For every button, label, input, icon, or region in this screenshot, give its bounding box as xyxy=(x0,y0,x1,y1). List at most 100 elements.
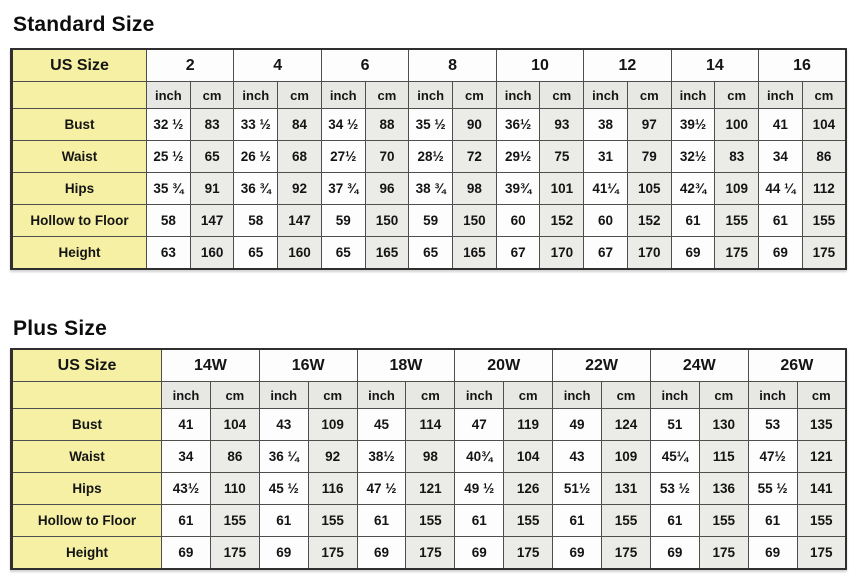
value-cell-cm: 88 xyxy=(364,108,410,141)
value-cell-inch: 32 ½ xyxy=(146,108,191,141)
value-cell-inch: 63 xyxy=(146,236,191,270)
corner-cell-us-size: US Size xyxy=(11,48,147,82)
value-cell-inch: 53 ½ xyxy=(649,472,700,505)
value-cell-cm: 115 xyxy=(698,440,749,473)
value-cell-cm: 175 xyxy=(503,536,554,570)
value-cell-cm: 75 xyxy=(539,140,585,173)
value-cell-inch: 32½ xyxy=(670,140,716,173)
value-cell-inch: 45 ½ xyxy=(258,472,309,505)
value-cell-cm: 121 xyxy=(796,440,847,473)
value-cell-inch: 47½ xyxy=(747,440,798,473)
value-cell-inch: 34 xyxy=(161,440,211,473)
row-label-cell: Hips xyxy=(11,472,162,505)
value-cell-cm: 131 xyxy=(601,472,651,505)
value-cell-cm: 155 xyxy=(801,204,847,237)
value-cell-inch: 41 xyxy=(161,408,211,441)
corner-spacer-cell xyxy=(11,381,162,409)
size-header-cell: 20W xyxy=(454,348,554,382)
value-cell-cm: 98 xyxy=(405,440,456,473)
measurement-row: Hips 35 ¾ 91 36 ¾ 92 37 ¾ 96 38 ¾ 98 39¾ 101 41¼ 105… xyxy=(11,172,847,205)
unit-header-cm-cell: cm xyxy=(209,381,260,409)
row-label-cell: Hollow to Floor xyxy=(11,204,147,237)
unit-header-cm-cell: cm xyxy=(796,381,847,409)
size-header-cell: 16W xyxy=(258,348,358,382)
value-cell-cm: 141 xyxy=(796,472,847,505)
value-cell-cm: 100 xyxy=(714,108,760,141)
measurement-row: Bust 41 104 43 109 45 114 47 119 49 124 51 130 53 135 xyxy=(11,408,847,441)
size-table: US Size 14W 16W 18W 20W 22W 24W 26W inch cm inch cm… xyxy=(10,348,847,570)
value-cell-inch: 51 xyxy=(649,408,700,441)
unit-header-inch-cell: inch xyxy=(233,81,279,109)
size-header-cell: 26W xyxy=(747,348,847,382)
value-cell-cm: 130 xyxy=(698,408,749,441)
unit-header-cm-cell: cm xyxy=(601,381,651,409)
unit-header-cm-cell: cm xyxy=(801,81,847,109)
value-cell-inch: 45¼ xyxy=(649,440,700,473)
value-cell-inch: 65 xyxy=(233,236,279,270)
value-cell-inch: 53 xyxy=(747,408,798,441)
value-cell-cm: 110 xyxy=(209,472,260,505)
row-label-cell: Waist xyxy=(11,440,162,473)
measurement-row: Height 69 175 69 175 69 175 69 175 69 175 69 175 69 17… xyxy=(11,536,847,570)
value-cell-inch: 38½ xyxy=(356,440,407,473)
measurement-row: Waist 25 ½ 65 26 ½ 68 27½ 70 28½ 72 29½ 75 31 79 32½ 8… xyxy=(11,140,847,173)
value-cell-cm: 175 xyxy=(405,536,456,570)
measurement-row: Waist 34 86 36 ¼ 92 38½ 98 40¾ 104 43 109 45¼ 115 47½… xyxy=(11,440,847,473)
value-cell-inch: 36 ¼ xyxy=(258,440,309,473)
value-cell-inch: 65 xyxy=(408,236,454,270)
unit-header-inch-cell: inch xyxy=(495,81,541,109)
corner-cell-us-size: US Size xyxy=(11,348,162,382)
value-cell-cm: 68 xyxy=(277,140,322,173)
row-label-cell: Hollow to Floor xyxy=(11,504,162,537)
value-cell-cm: 175 xyxy=(714,236,760,270)
value-cell-inch: 61 xyxy=(649,504,700,537)
value-cell-cm: 126 xyxy=(503,472,554,505)
value-cell-inch: 31 xyxy=(583,140,628,173)
value-cell-cm: 147 xyxy=(189,204,235,237)
value-cell-inch: 69 xyxy=(552,536,603,570)
measurement-row: Hips 43½ 110 45 ½ 116 47 ½ 121 49 ½ 126 51½ 131 53 … xyxy=(11,472,847,505)
value-cell-cm: 155 xyxy=(503,504,554,537)
value-cell-inch: 38 ¾ xyxy=(408,172,454,205)
value-cell-inch: 61 xyxy=(356,504,407,537)
value-cell-cm: 92 xyxy=(307,440,358,473)
unit-header-inch-cell: inch xyxy=(454,381,505,409)
value-cell-cm: 93 xyxy=(539,108,585,141)
unit-header-inch-cell: inch xyxy=(356,381,407,409)
value-cell-cm: 101 xyxy=(539,172,585,205)
value-cell-inch: 35 ½ xyxy=(408,108,454,141)
value-cell-inch: 44 ¼ xyxy=(758,172,803,205)
value-cell-inch: 58 xyxy=(233,204,279,237)
value-cell-cm: 155 xyxy=(405,504,456,537)
value-cell-inch: 47 ½ xyxy=(356,472,407,505)
measurement-row: Height 63 160 65 160 65 165 65 165 67 170 67 170 69 17… xyxy=(11,236,847,270)
row-label-cell: Hips xyxy=(11,172,147,205)
value-cell-cm: 170 xyxy=(539,236,585,270)
value-cell-cm: 175 xyxy=(307,536,358,570)
value-cell-cm: 147 xyxy=(277,204,322,237)
value-cell-cm: 175 xyxy=(698,536,749,570)
size-header-cell: 18W xyxy=(356,348,456,382)
value-cell-inch: 41¼ xyxy=(583,172,628,205)
value-cell-inch: 69 xyxy=(670,236,716,270)
value-cell-inch: 69 xyxy=(258,536,309,570)
value-cell-cm: 84 xyxy=(277,108,322,141)
value-cell-inch: 60 xyxy=(495,204,541,237)
unit-header-cm-cell: cm xyxy=(307,381,358,409)
value-cell-cm: 135 xyxy=(796,408,847,441)
value-cell-inch: 61 xyxy=(161,504,211,537)
value-cell-inch: 61 xyxy=(258,504,309,537)
unit-header-inch-cell: inch xyxy=(258,381,309,409)
value-cell-cm: 165 xyxy=(452,236,497,270)
size-header-cell: 10 xyxy=(495,48,585,82)
value-cell-inch: 55 ½ xyxy=(747,472,798,505)
unit-header-inch-cell: inch xyxy=(161,381,211,409)
value-cell-inch: 69 xyxy=(649,536,700,570)
value-cell-inch: 39½ xyxy=(670,108,716,141)
value-cell-cm: 175 xyxy=(601,536,651,570)
value-cell-inch: 69 xyxy=(356,536,407,570)
row-label-cell: Waist xyxy=(11,140,147,173)
value-cell-cm: 109 xyxy=(601,440,651,473)
value-cell-inch: 61 xyxy=(747,504,798,537)
value-cell-inch: 49 ½ xyxy=(454,472,505,505)
